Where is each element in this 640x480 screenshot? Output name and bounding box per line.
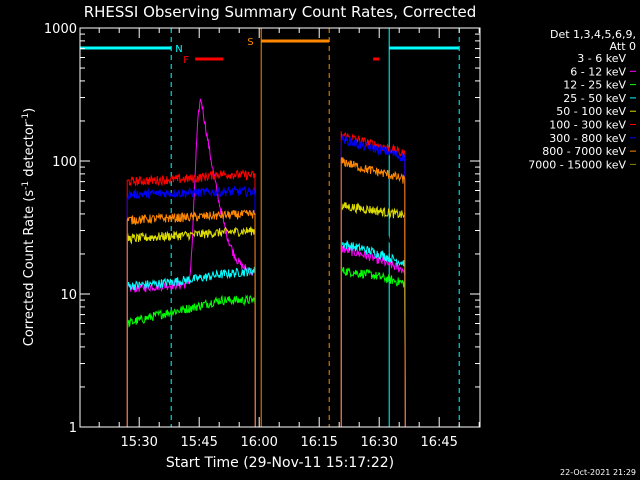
plot-frame — [79, 27, 481, 428]
series-line — [126, 294, 256, 428]
footer-timestamp: 22-Oct-2021 21:29 — [560, 468, 636, 477]
series-line — [340, 239, 406, 428]
legend-entry: 3 - 6 keV — [577, 52, 626, 65]
x-tick-label: 16:30 — [360, 435, 397, 450]
y-tick-label: 100 — [52, 155, 77, 170]
legend-entry: 25 - 50 keV — [563, 92, 626, 105]
x-axis-label: Start Time (29-Nov-11 15:17:22) — [166, 455, 394, 471]
y-tick-label: 10 — [60, 288, 77, 303]
series-line — [126, 125, 256, 428]
series-line — [340, 157, 406, 428]
legend-entry: 300 - 800 keV — [549, 132, 626, 145]
flag-label: F — [183, 55, 189, 66]
legend-entry: 800 - 7000 keV — [542, 145, 626, 158]
x-axis: 15:30 15:45 16:00 16:15 16:30 16:45 — [98, 28, 480, 450]
y-axis: 1 10 100 1000 — [44, 22, 480, 436]
y-tick-label: 1000 — [44, 22, 77, 37]
series-line — [126, 266, 256, 428]
legend-header: Att 0 — [610, 40, 636, 53]
legend-entry: 6 - 12 keV — [570, 65, 626, 78]
series-line — [126, 209, 256, 428]
flag-label: S — [247, 37, 253, 48]
chart-title: RHESSI Observing Summary Count Rates, Co… — [84, 3, 477, 21]
series-line — [340, 202, 406, 428]
y-tick-label: 1 — [69, 421, 77, 436]
x-tick-label: 15:45 — [180, 435, 217, 450]
flag-bars: NF S — [80, 37, 460, 66]
series-line — [340, 223, 406, 428]
legend-header: Det 1,3,4,5,6,9, — [550, 28, 636, 41]
data-series — [126, 98, 406, 428]
x-tick-label: 15:30 — [120, 435, 157, 450]
series-line — [126, 168, 256, 428]
series-line — [126, 185, 256, 428]
x-tick-label: 16:15 — [300, 435, 337, 450]
flag-label: N — [175, 44, 182, 55]
series-line — [126, 226, 256, 428]
series-line — [340, 266, 406, 428]
legend-entry: 12 - 25 keV — [563, 79, 626, 92]
legend-entry: 7000 - 15000 keV — [528, 158, 626, 171]
legend-entry: 50 - 100 keV — [556, 105, 626, 118]
series-line — [340, 134, 406, 428]
y-axis-label: Corrected Count Rate (s-1 detector-1) — [21, 108, 37, 346]
vertical-markers — [170, 28, 460, 427]
x-tick-label: 16:45 — [420, 435, 457, 450]
x-tick-label: 16:00 — [240, 435, 277, 450]
legend-entry: 100 - 300 keV — [549, 119, 626, 132]
